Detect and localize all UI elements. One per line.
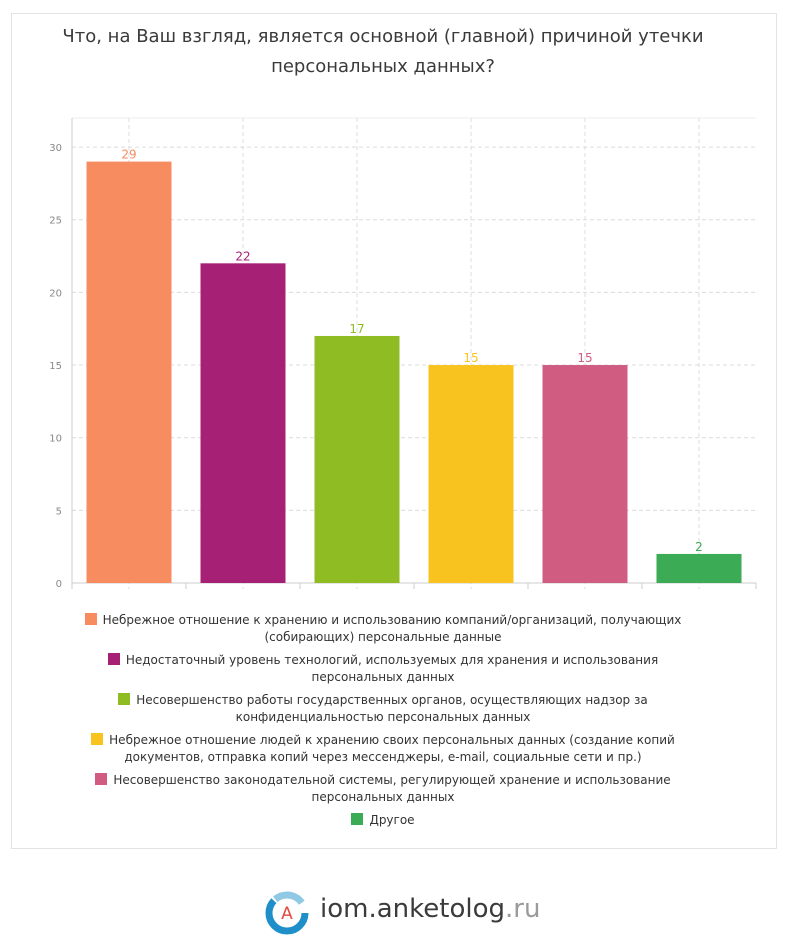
axes: 0 5 10 15 20 25 30: [49, 118, 757, 590]
bar[interactable]: [86, 161, 172, 583]
y-tick-label: 20: [49, 288, 62, 299]
bar-value-label: 15: [577, 351, 592, 365]
y-tick-label: 15: [49, 361, 62, 372]
legend-label: Небрежное отношение людей к хранению сво…: [109, 733, 675, 764]
bars: [86, 161, 742, 583]
chart-title: Что, на Ваш взгляд, является основной (г…: [62, 26, 704, 77]
bar-chart: 0 5 10 15 20 25 30 29 22 17 15 15 2: [49, 117, 757, 590]
bar-value-label: 15: [463, 351, 478, 365]
brand-main: iom.anketolog: [320, 894, 505, 924]
bar[interactable]: [656, 553, 742, 583]
bar[interactable]: [200, 263, 286, 583]
legend-swatch: [107, 653, 120, 665]
bar-value-label: 22: [235, 249, 250, 263]
legend-item[interactable]: Небрежное отношение к хранению и использ…: [30, 612, 736, 646]
legend-swatch: [95, 773, 108, 785]
legend-item[interactable]: Несовершенство работы государственных ор…: [30, 692, 736, 726]
y-tick-label: 30: [49, 143, 62, 154]
data-labels: 29 22 17 15 15 2: [121, 148, 702, 554]
logo-letter: A: [281, 904, 293, 924]
bar-value-label: 29: [121, 148, 136, 162]
legend-item[interactable]: Несовершенство законодательной системы, …: [30, 772, 736, 806]
legend-swatch: [351, 813, 364, 825]
legend-item[interactable]: Недостаточный уровень технологий, исполь…: [30, 652, 736, 686]
brand-tld: .ru: [505, 894, 541, 924]
bar-value-label: 17: [349, 322, 364, 336]
y-tick-label: 5: [56, 506, 62, 517]
legend-item[interactable]: Другое: [30, 812, 736, 829]
legend: Небрежное отношение к хранению и использ…: [30, 612, 736, 835]
y-tick-label: 0: [56, 579, 62, 590]
footer: A iom.anketolog.ru: [0, 880, 792, 940]
y-tick-label: 25: [49, 216, 62, 227]
bar[interactable]: [542, 365, 628, 583]
legend-item[interactable]: Небрежное отношение людей к хранению сво…: [30, 732, 736, 766]
legend-swatch: [91, 733, 104, 745]
bar[interactable]: [314, 335, 400, 583]
bar-value-label: 2: [695, 540, 703, 554]
legend-label: Другое: [369, 813, 415, 827]
legend-swatch: [118, 693, 131, 705]
grid-lines: [72, 117, 756, 589]
legend-swatch: [84, 613, 97, 625]
brand-name[interactable]: iom.anketolog.ru: [320, 894, 540, 924]
legend-label: Небрежное отношение к хранению и использ…: [102, 613, 682, 644]
legend-label: Недостаточный уровень технологий, исполь…: [125, 653, 659, 684]
y-tick-label: 10: [49, 434, 62, 445]
anketolog-logo-icon: A: [265, 891, 309, 935]
bar[interactable]: [428, 365, 514, 583]
legend-label: Несовершенство законодательной системы, …: [113, 773, 671, 804]
legend-label: Несовершенство работы государственных ор…: [136, 693, 648, 724]
